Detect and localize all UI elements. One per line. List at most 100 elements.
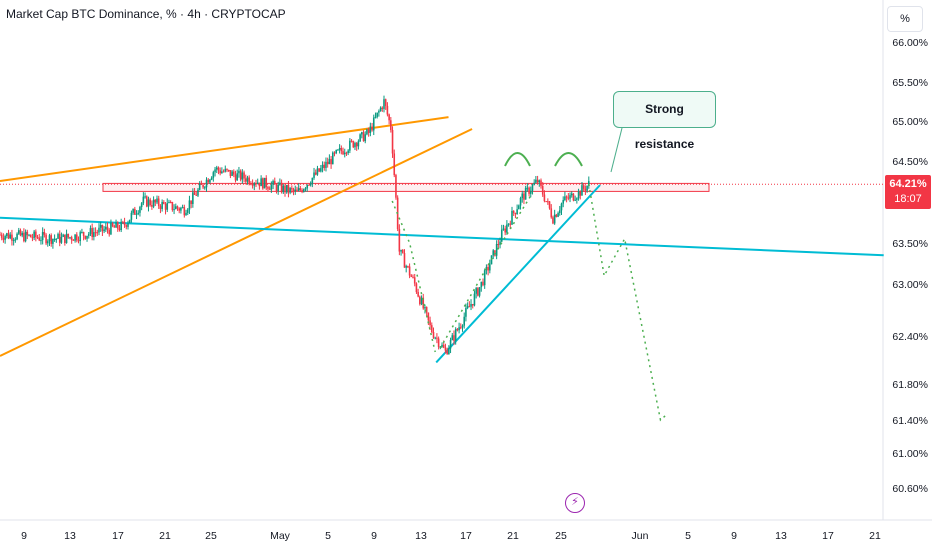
candle <box>115 219 117 228</box>
candle <box>178 207 180 214</box>
candle-body <box>215 167 218 170</box>
candle <box>171 201 174 212</box>
candle <box>548 200 551 210</box>
candle <box>524 185 527 200</box>
candle <box>567 192 570 201</box>
candle <box>227 169 230 173</box>
candle <box>550 204 553 219</box>
x-tick-label: 5 <box>325 530 331 542</box>
candle <box>161 199 163 212</box>
candle <box>292 187 295 196</box>
candle <box>511 206 513 225</box>
candle <box>154 199 157 207</box>
drop-path <box>391 200 436 353</box>
candle <box>323 161 326 171</box>
candle-body <box>181 207 184 209</box>
candle-body <box>122 221 124 223</box>
candle <box>335 149 338 155</box>
candle <box>244 174 247 185</box>
candle <box>222 169 225 173</box>
candle <box>204 186 206 190</box>
candle <box>579 190 582 200</box>
candle <box>296 186 298 192</box>
candle <box>383 95 385 113</box>
candle <box>16 232 18 241</box>
candle-body <box>570 193 573 196</box>
candle-body <box>253 183 256 186</box>
candle <box>395 173 397 200</box>
candle <box>492 249 495 260</box>
candle <box>200 180 203 185</box>
candle-body <box>43 232 46 235</box>
candle <box>86 235 88 242</box>
candle-body <box>548 201 551 209</box>
candle-body <box>91 228 93 237</box>
candle-body <box>106 226 109 231</box>
candle <box>89 225 92 237</box>
candle-body <box>205 179 208 188</box>
y-tick-label: 63.50% <box>892 238 928 250</box>
candle <box>64 234 66 246</box>
percent-scale-button[interactable]: % <box>887 6 923 32</box>
candle <box>381 106 384 112</box>
candle-body <box>79 232 82 242</box>
candle-body <box>425 306 428 313</box>
candle <box>273 177 276 185</box>
candle-body <box>147 199 150 207</box>
candle-body <box>547 201 549 203</box>
candle <box>461 324 464 332</box>
candle-body <box>270 184 273 190</box>
candle-body <box>14 239 17 241</box>
candle-body <box>463 316 466 326</box>
candle-body <box>69 237 71 239</box>
x-tick-label: May <box>270 530 291 542</box>
candle-body <box>533 182 535 185</box>
candle <box>490 255 493 265</box>
candle-body <box>383 99 385 109</box>
candle-body <box>233 171 235 175</box>
candle <box>209 178 211 185</box>
candle-body <box>393 153 396 176</box>
candle <box>272 179 274 190</box>
candle <box>291 185 293 194</box>
candle <box>4 234 6 244</box>
candle-body <box>313 172 315 178</box>
candle <box>294 185 297 195</box>
strong-resistance-callout[interactable]: Strong resistance <box>613 91 716 151</box>
candle <box>420 295 423 306</box>
candle <box>557 211 559 218</box>
double-top-arc <box>504 152 531 167</box>
candle <box>502 224 505 231</box>
candle <box>378 109 380 117</box>
candle-body <box>236 173 239 181</box>
candle <box>533 179 535 186</box>
candle-body <box>499 241 501 245</box>
candle <box>118 224 121 232</box>
candle-body <box>99 224 102 228</box>
candle <box>304 187 307 192</box>
candle <box>62 233 64 238</box>
candle-body <box>461 325 464 328</box>
candle-body <box>94 232 97 234</box>
candle-body <box>12 239 15 241</box>
candle <box>463 312 466 329</box>
candle-body <box>500 229 503 242</box>
lightning-icon[interactable]: ⚡ <box>565 493 585 513</box>
candle-body <box>318 168 320 172</box>
y-tick-label: 61.80% <box>892 379 928 391</box>
candle <box>529 186 532 198</box>
candle-body <box>53 238 56 240</box>
candle-body <box>576 198 578 200</box>
candle <box>565 195 568 203</box>
candle-body <box>273 180 276 185</box>
candle <box>19 228 22 237</box>
candle <box>477 286 479 297</box>
candle <box>217 166 220 175</box>
candle <box>33 229 35 241</box>
candle <box>504 225 506 236</box>
candle <box>582 183 585 192</box>
candle-body <box>38 237 41 241</box>
candle-body <box>48 235 51 242</box>
candle-body <box>489 264 491 271</box>
